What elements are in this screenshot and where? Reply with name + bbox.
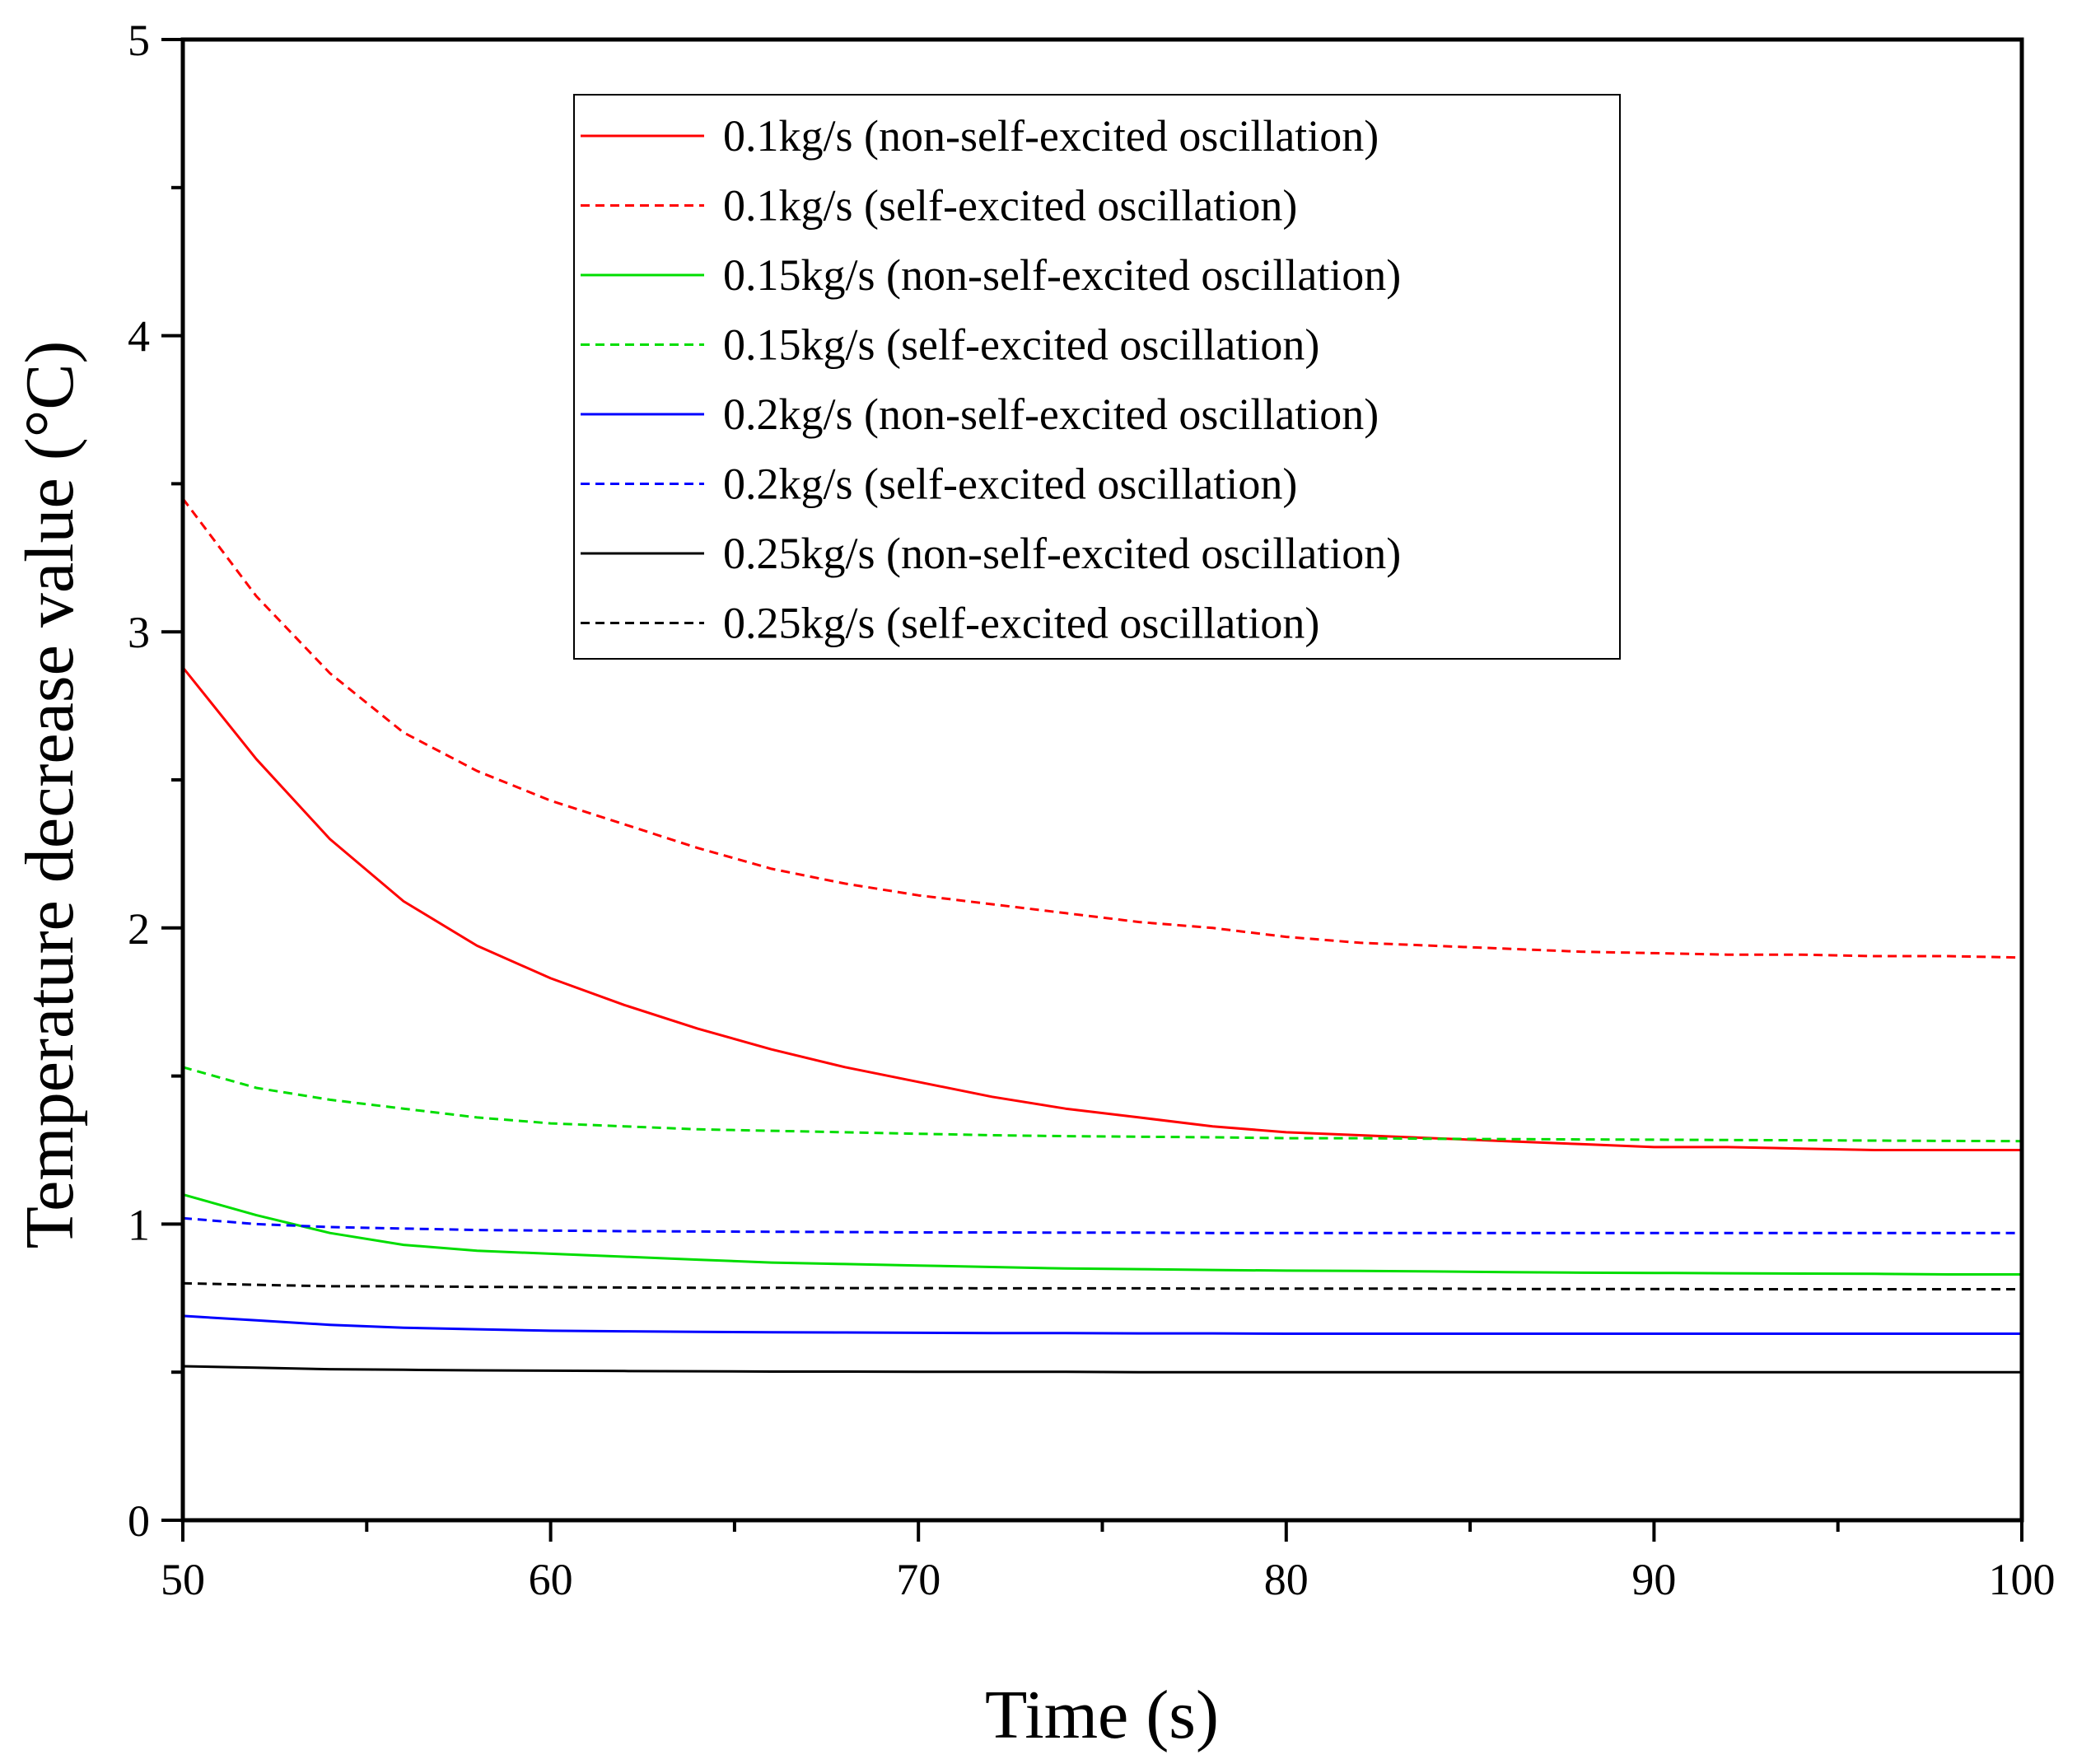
legend-label-5: 0.2kg/s (non-self-excited oscillation) — [723, 390, 1379, 439]
legend-label-7: 0.25kg/s (non-self-excited oscillation) — [723, 529, 1401, 578]
y-tick-label: 1 — [128, 1200, 150, 1249]
x-tick-label: 90 — [1631, 1555, 1676, 1604]
series-line-8 — [183, 1281, 2022, 1290]
series-line-6 — [183, 1216, 2022, 1234]
y-tick-label: 3 — [128, 608, 150, 657]
legend-label-8: 0.25kg/s (self-excited oscillation) — [723, 599, 1319, 648]
legend-box — [573, 94, 1621, 660]
series-line-3 — [183, 1192, 2022, 1276]
y-axis-title: Temperature decrease value (°C) — [12, 341, 88, 1249]
legend-label-6: 0.2kg/s (self-excited oscillation) — [723, 460, 1297, 509]
series-line-7 — [183, 1365, 2022, 1374]
x-axis-title: Time (s) — [985, 1677, 1219, 1753]
legend-label-3: 0.15kg/s (non-self-excited oscillation) — [723, 250, 1401, 300]
y-tick-label: 5 — [128, 16, 150, 65]
series-line-4 — [183, 1066, 2022, 1143]
x-tick-label: 80 — [1264, 1555, 1309, 1604]
y-tick-label: 0 — [128, 1496, 150, 1546]
series-layer — [183, 497, 2022, 1374]
legend-label-2: 0.1kg/s (self-excited oscillation) — [723, 181, 1297, 231]
y-tick-label: 4 — [128, 312, 150, 362]
series-line-1 — [183, 666, 2022, 1151]
y-tick-label: 2 — [128, 904, 150, 954]
legend: 0.1kg/s (non-self-excited oscillation) 0.… — [573, 94, 1621, 660]
legend-label-1: 0.1kg/s (non-self-excited oscillation) — [723, 111, 1379, 161]
axes-layer: 50 60 70 80 90 100 0 1 2 3 4 5 — [128, 16, 2056, 1604]
legend-label-4: 0.15kg/s (self-excited oscillation) — [723, 320, 1319, 370]
series-line-5 — [183, 1314, 2022, 1335]
x-tick-label: 50 — [161, 1555, 205, 1604]
x-tick-label: 70 — [896, 1555, 940, 1604]
x-tick-label: 60 — [529, 1555, 573, 1604]
x-tick-label: 100 — [1989, 1555, 2056, 1604]
series-line-2 — [183, 497, 2022, 959]
